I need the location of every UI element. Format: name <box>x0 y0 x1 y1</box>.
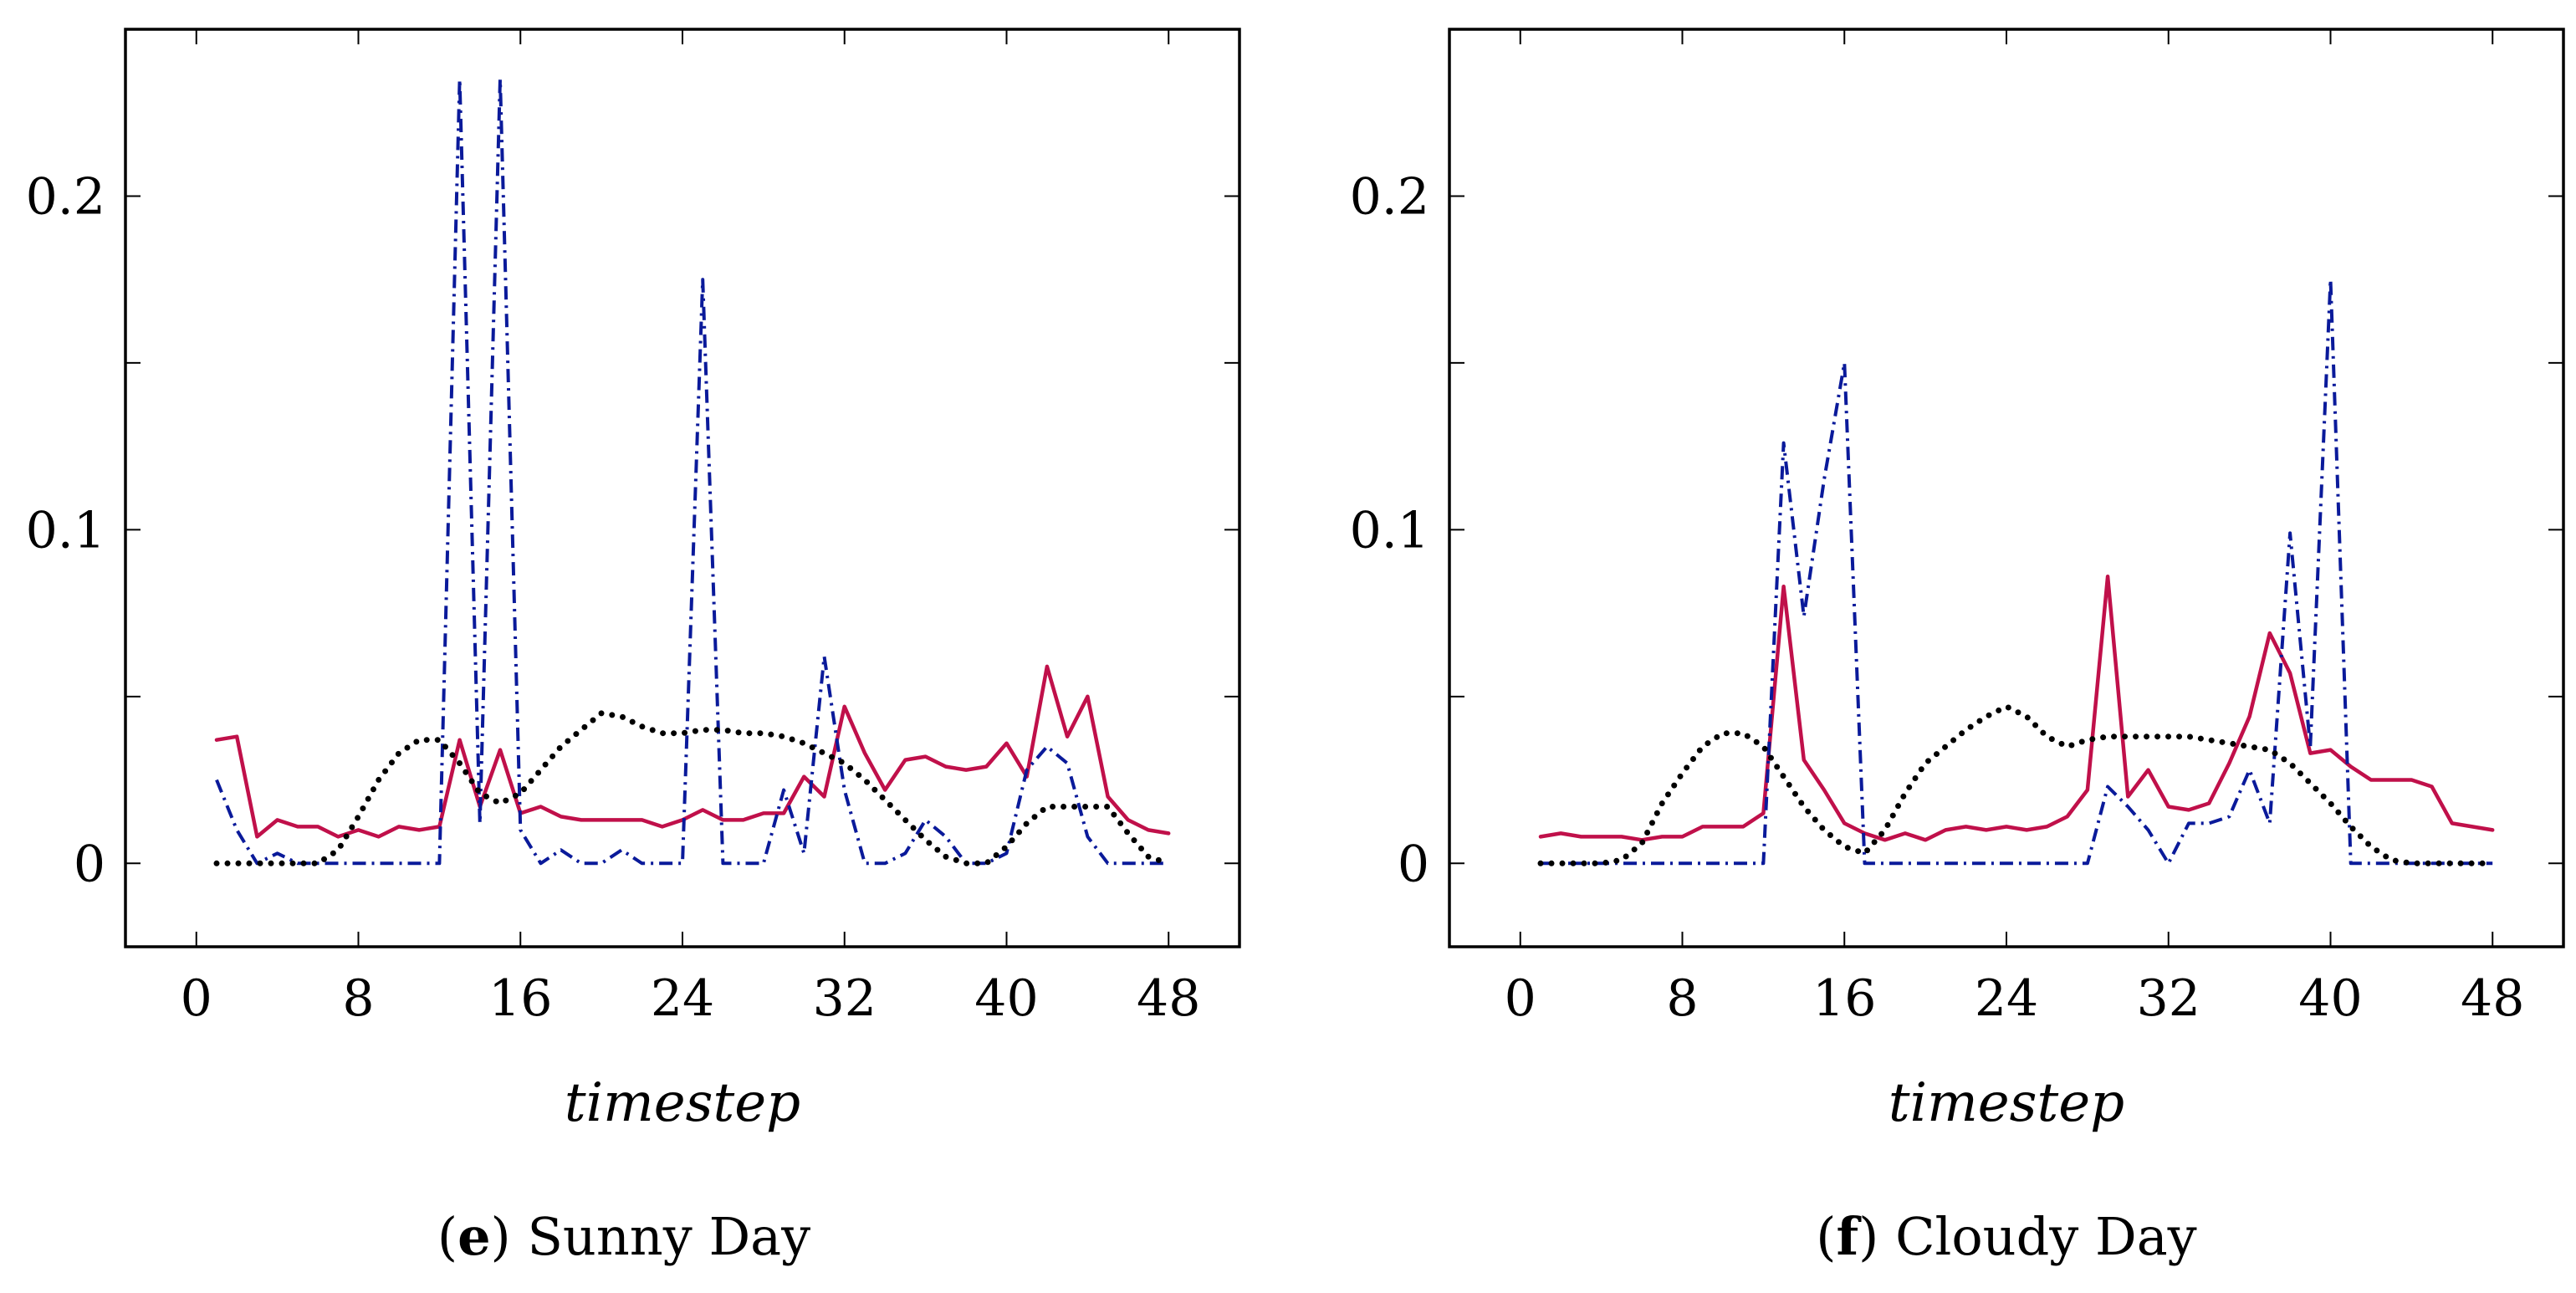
series-line-solid <box>214 664 1171 839</box>
caption-letter: f <box>1836 1206 1861 1267</box>
x-tick-label: 16 <box>1812 969 1876 1028</box>
plot-area-frame <box>1448 28 2565 948</box>
y-tick-label: 0.1 <box>1350 501 1429 560</box>
y-tick-labels: 0 0.1 0.2 <box>26 167 105 893</box>
series-line-solid <box>1538 574 2495 842</box>
caption-close-paren: ) <box>491 1206 511 1267</box>
x-ticks <box>1519 29 2494 947</box>
chart-panel-cloudy-day: 0 8 16 24 32 40 48 0 0.1 0.2 timestep (f) Cloudy… <box>1350 28 2565 1267</box>
x-tick-labels: 0 8 16 24 32 40 48 <box>1505 969 2525 1028</box>
y-tick-label: 0.2 <box>26 167 105 226</box>
x-tick-labels: 0 8 16 24 32 40 48 <box>181 969 1201 1028</box>
series-line-dotted <box>213 710 1172 866</box>
x-tick-label: 32 <box>813 969 877 1028</box>
y-tick-label: 0 <box>1398 835 1429 893</box>
x-tick-label: 40 <box>2298 969 2362 1028</box>
x-tick-label: 32 <box>2137 969 2200 1028</box>
plot-area-frame <box>124 28 1241 948</box>
series-lines <box>1537 278 2496 866</box>
chart-panel-sunny-day: 0 8 16 24 32 40 48 0 0.1 0.2 timestep (e) Sunny … <box>26 28 1241 1267</box>
x-axis-title: timestep <box>565 1072 800 1134</box>
x-tick-label: 0 <box>181 969 212 1028</box>
x-tick-label: 24 <box>651 969 714 1028</box>
panel-caption: (e) Sunny Day <box>437 1206 810 1267</box>
y-ticks <box>125 195 1239 865</box>
x-tick-label: 48 <box>2461 969 2524 1028</box>
x-tick-label: 24 <box>1975 969 2038 1028</box>
y-ticks <box>1449 195 2563 865</box>
x-tick-label: 48 <box>1137 969 1200 1028</box>
caption-open-paren: ( <box>1816 1206 1836 1267</box>
y-tick-labels: 0 0.1 0.2 <box>1350 167 1429 893</box>
caption-text: Cloudy Day <box>1895 1206 2197 1267</box>
x-tick-label: 0 <box>1505 969 1536 1028</box>
series-lines <box>213 77 1172 866</box>
series-line-dash-dot <box>215 77 1169 866</box>
series-line-dash-dot <box>1541 278 2493 866</box>
caption-letter: e <box>457 1206 490 1267</box>
x-tick-label: 16 <box>488 969 552 1028</box>
caption-open-paren: ( <box>437 1206 457 1267</box>
y-tick-label: 0.2 <box>1350 167 1429 226</box>
x-axis-title: timestep <box>1889 1072 2124 1134</box>
caption-text: Sunny Day <box>527 1206 810 1267</box>
caption-close-paren: ) <box>1858 1206 1878 1267</box>
y-tick-label: 0 <box>74 835 105 893</box>
x-tick-label: 8 <box>1666 969 1698 1028</box>
series-line-dotted <box>1537 703 2496 866</box>
x-tick-label: 40 <box>974 969 1038 1028</box>
x-tick-label: 8 <box>342 969 374 1028</box>
panel-caption: (f) Cloudy Day <box>1816 1206 2196 1267</box>
x-ticks <box>195 29 1170 947</box>
y-tick-label: 0.1 <box>26 501 105 560</box>
